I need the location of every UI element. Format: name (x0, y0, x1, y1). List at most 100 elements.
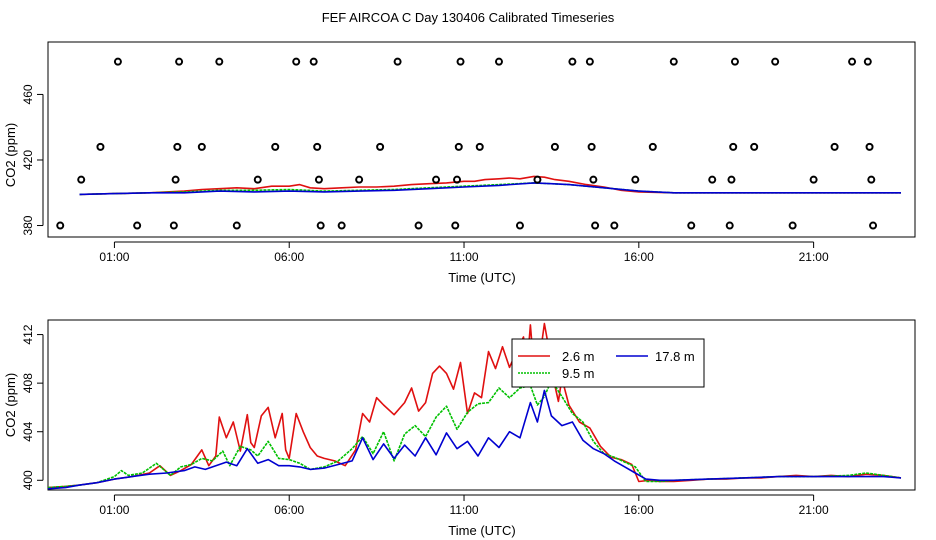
marker-point (456, 57, 465, 66)
series-line-2 (79, 182, 901, 196)
marker-point (432, 175, 441, 184)
legend-box (511, 338, 705, 388)
marker-point (393, 57, 402, 66)
marker-point (648, 142, 657, 151)
marker-point (591, 221, 600, 230)
marker-point (729, 142, 738, 151)
marker-point (253, 175, 262, 184)
marker-point (113, 57, 122, 66)
marker-point (494, 57, 503, 66)
marker-point (215, 57, 224, 66)
series-line-1 (47, 379, 902, 489)
y-tick-label: 420 (21, 150, 35, 170)
marker-point (533, 175, 542, 184)
marker-point (337, 221, 346, 230)
marker-point (355, 175, 364, 184)
top-y-axis-label: CO2 (ppm) (3, 123, 18, 187)
bottom-series (47, 322, 902, 490)
legend: 2.6 m 17.8 m 9.5 m (511, 338, 705, 388)
x-tick-label: 01:00 (99, 250, 129, 264)
y-tick-label: 408 (21, 373, 35, 393)
marker-point (669, 57, 678, 66)
marker-point (414, 221, 423, 230)
y-tick-label: 412 (21, 324, 35, 344)
marker-point (232, 221, 241, 230)
marker-point (171, 175, 180, 184)
legend-label-2-6m: 2.6 m (562, 349, 595, 364)
marker-point (587, 142, 596, 151)
marker-point (589, 175, 598, 184)
marker-point (454, 142, 463, 151)
y-tick-label: 404 (21, 421, 35, 441)
top-x-axis-label: Time (UTC) (448, 270, 515, 285)
x-tick-label: 01:00 (99, 503, 129, 517)
marker-point (727, 175, 736, 184)
marker-point (453, 175, 462, 184)
bottom-y-axis-label: CO2 (ppm) (3, 373, 18, 437)
legend-label-9-5m: 9.5 m (562, 366, 595, 381)
bottom-x-axis-label: Time (UTC) (448, 523, 515, 538)
bottom-y-axis: 400 404 408 412 (21, 324, 44, 490)
marker-point (568, 57, 577, 66)
marker-point (687, 221, 696, 230)
bottom-panel: 01:00 06:00 11:00 16:00 21:00 400 404 408 412 T… (3, 319, 916, 538)
marker-point (848, 57, 857, 66)
top-plot-frame (47, 41, 916, 238)
marker-point (771, 57, 780, 66)
x-tick-label: 21:00 (799, 503, 829, 517)
marker-point (197, 142, 206, 151)
top-series (79, 175, 901, 196)
top-panel: 01:00 06:00 11:00 16:00 21:00 380 420 460 Time… (3, 41, 916, 285)
top-markers (56, 57, 878, 230)
x-tick-label: 11:00 (449, 503, 478, 517)
marker-point (863, 57, 872, 66)
marker-point (725, 221, 734, 230)
y-tick-label: 380 (21, 215, 35, 235)
marker-point (610, 221, 619, 230)
marker-point (515, 221, 524, 230)
marker-point (133, 221, 142, 230)
marker-point (173, 142, 182, 151)
marker-point (314, 175, 323, 184)
marker-point (309, 57, 318, 66)
x-tick-label: 16:00 (624, 503, 654, 517)
x-tick-label: 11:00 (449, 250, 478, 264)
marker-point (865, 142, 874, 151)
marker-point (788, 221, 797, 230)
marker-point (313, 142, 322, 151)
series-line-2 (47, 389, 902, 490)
x-tick-label: 06:00 (274, 250, 304, 264)
legend-label-17-8m: 17.8 m (655, 349, 695, 364)
marker-point (376, 142, 385, 151)
marker-point (585, 57, 594, 66)
marker-point (56, 221, 65, 230)
marker-point (96, 142, 105, 151)
marker-point (451, 221, 460, 230)
marker-point (175, 57, 184, 66)
marker-point (869, 221, 878, 230)
marker-point (750, 142, 759, 151)
x-tick-label: 16:00 (624, 250, 654, 264)
marker-point (708, 175, 717, 184)
bottom-plot-frame (47, 319, 916, 491)
y-tick-label: 460 (21, 84, 35, 104)
chart-title: FEF AIRCOA C Day 130406 Calibrated Times… (322, 10, 615, 25)
y-tick-label: 400 (21, 470, 35, 490)
marker-point (271, 142, 280, 151)
top-y-axis: 380 420 460 (21, 84, 44, 236)
marker-point (292, 57, 301, 66)
marker-point (169, 221, 178, 230)
marker-point (730, 57, 739, 66)
x-tick-label: 21:00 (799, 250, 829, 264)
marker-point (809, 175, 818, 184)
marker-point (316, 221, 325, 230)
top-x-axis: 01:00 06:00 11:00 16:00 21:00 (99, 241, 829, 264)
x-tick-label: 06:00 (274, 503, 304, 517)
bottom-x-axis: 01:00 06:00 11:00 16:00 21:00 (99, 494, 829, 517)
marker-point (550, 142, 559, 151)
marker-point (475, 142, 484, 151)
marker-point (830, 142, 839, 151)
marker-point (631, 175, 640, 184)
marker-point (77, 175, 86, 184)
